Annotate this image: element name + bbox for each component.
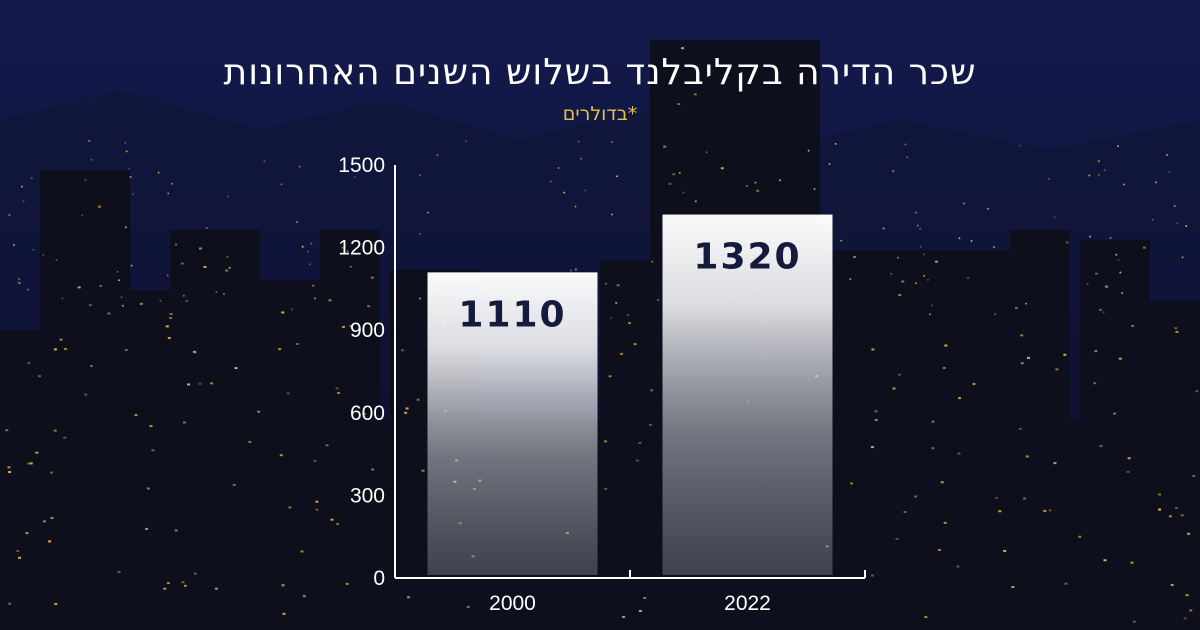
bar-2022 [662,214,833,575]
bar-2000 [427,272,598,575]
y-tick-label: 1200 [338,237,385,260]
y-tick-label: 0 [373,567,385,590]
x-tick-label: 2022 [724,592,771,615]
chart-subtitle: *בדולרים [562,103,638,125]
bar-value-label: 1110 [458,294,566,335]
x-tick-label: 2000 [489,592,536,615]
y-tick-label: 900 [350,319,385,342]
y-tick-label: 1500 [338,154,385,177]
y-tick-label: 600 [350,402,385,425]
chart-title: שכר הדירה בקליבלנד בשלוש השנים האחרונות [223,52,977,93]
y-tick-label: 300 [350,484,385,507]
bar-value-label: 1320 [693,237,801,278]
